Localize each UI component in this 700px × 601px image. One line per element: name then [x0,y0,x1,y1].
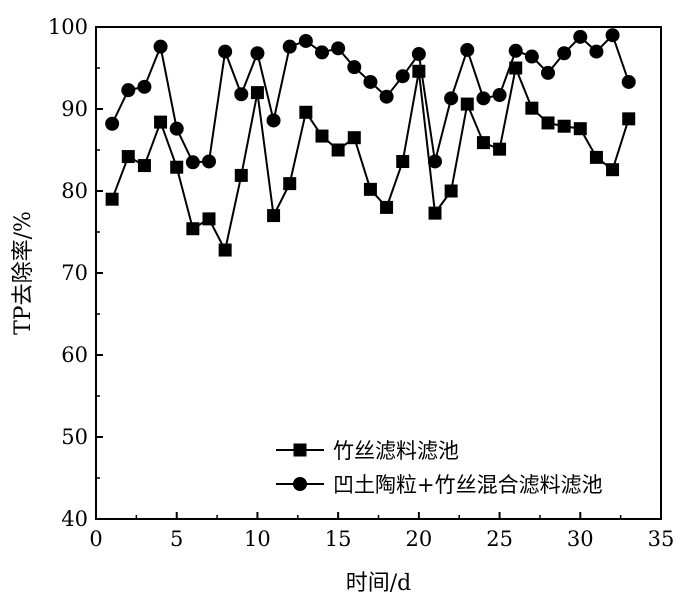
series-line [111,33,630,164]
data-point [185,155,200,170]
data-point [267,209,281,223]
y-tick-label: 100 [48,15,88,39]
data-point [170,160,184,174]
data-point [105,116,120,131]
y-tick-label: 90 [61,97,88,121]
x-tick-label: 25 [486,527,513,551]
data-point [428,206,442,220]
data-point [573,29,588,44]
data-point [621,74,636,89]
data-point [411,47,426,62]
data-point [234,168,248,182]
data-point [557,46,572,61]
data-point [606,163,620,177]
y-tick-label: 60 [61,343,88,367]
data-point [299,105,313,119]
data-point [524,49,539,64]
data-point [315,45,329,60]
data-point [476,136,490,150]
data-point [395,69,410,84]
x-axis-title: 时间/d [346,571,412,596]
data-point [347,131,361,145]
x-tick-label: 35 [648,527,675,551]
x-tick-label: 20 [405,527,432,551]
data-point [121,150,135,164]
data-point [331,41,346,56]
data-point [622,112,636,126]
legend-label-bamboo: 竹丝滤料滤池 [333,439,459,463]
series-mixed [105,28,636,170]
series-bamboo [105,61,636,257]
data-point [525,101,539,115]
axes: 0 5 10 15 20 25 30 35 40 50 60 70 80 90 100 [48,15,674,551]
data-point [234,87,249,102]
x-tick-label: 5 [170,527,183,551]
data-point [509,61,523,75]
data-point [105,192,119,206]
data-point [444,184,458,198]
y-tick-label: 40 [61,507,88,531]
data-point [153,39,168,54]
data-point [202,154,216,169]
x-tick-label: 15 [325,527,352,551]
data-point [186,222,200,236]
data-point [121,83,136,98]
data-point [250,86,264,100]
legend-marker-square [293,443,307,457]
data-point [508,43,523,58]
legend-marker-circle [293,477,307,491]
data-point [283,177,297,191]
x-tick-label: 30 [567,527,594,551]
data-point [541,65,555,80]
data-point [282,39,297,54]
data-point [218,44,233,59]
y-tick-label: 70 [61,261,88,285]
data-point [589,44,604,59]
data-point [396,154,410,168]
x-tick-label: 0 [89,527,102,551]
data-point [169,121,184,136]
data-point [460,97,474,111]
data-point [331,143,345,157]
data-point [493,142,507,156]
series-layer [105,28,636,257]
data-point [154,115,168,129]
legend-label-mixed: 凹土陶粒+竹丝混合滤料滤池 [333,473,603,497]
data-point [218,243,232,257]
legend: 竹丝滤料滤池 凹土陶粒+竹丝混合滤料滤池 [276,439,603,497]
data-point [266,113,281,128]
data-point [347,60,362,75]
x-tick-label: 10 [244,527,271,551]
data-point [444,91,459,106]
data-point [412,64,426,78]
data-point [573,122,587,136]
data-point [379,89,394,104]
data-point [492,88,507,103]
data-point [589,150,603,164]
y-tick-label: 80 [61,179,88,203]
data-point [541,116,555,130]
data-point [605,28,620,43]
data-point [137,159,151,173]
data-point [363,74,378,89]
data-point [315,129,329,143]
data-point [298,33,313,48]
data-point [363,182,377,196]
data-point [428,154,442,169]
data-point [460,42,475,57]
data-point [137,79,152,94]
y-tick-label: 50 [61,425,88,449]
data-point [250,46,265,61]
data-point [202,212,216,226]
data-point [380,200,394,214]
y-axis-title: TP去除率/% [11,211,36,335]
data-point [557,119,571,133]
data-point [476,91,491,106]
